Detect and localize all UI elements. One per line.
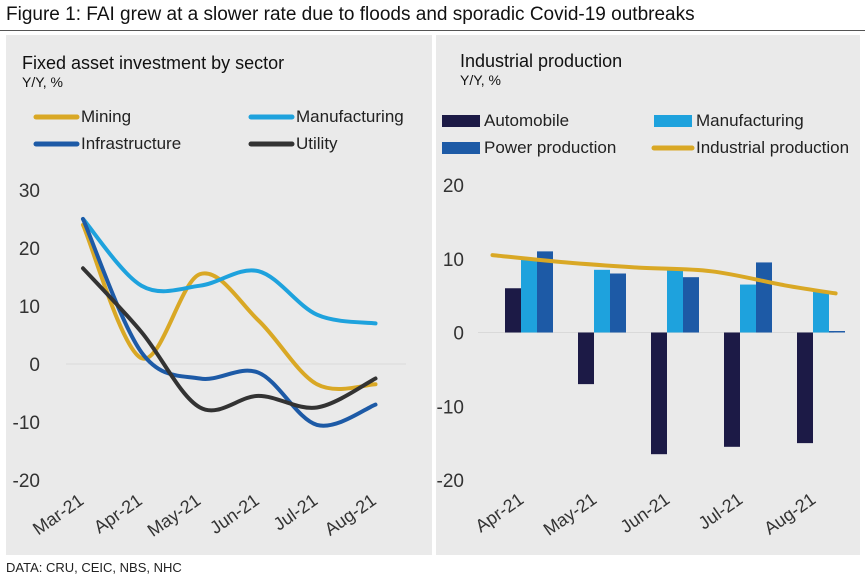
ip-chart-subtitle: Y/Y, % [460, 72, 501, 88]
legend-item-industrial-production: Industrial production [651, 138, 849, 157]
legend-swatch-power-production [442, 142, 480, 154]
bar-automobile [651, 332, 667, 455]
legend-label-infrastructure: Infrastructure [81, 134, 181, 153]
bar-power-production [610, 273, 626, 333]
x-tick-label: Aug-21 [321, 490, 380, 540]
bar-power-production [829, 331, 845, 333]
bar-power-production [537, 251, 553, 333]
x-tick-label: Jul-21 [695, 489, 747, 534]
legend-label-industrial-production: Industrial production [696, 138, 849, 157]
ip-chart-title: Industrial production [460, 51, 622, 71]
bar-manufacturing [594, 269, 610, 333]
legend-label-power-production: Power production [484, 138, 616, 157]
series-line-mining [81, 222, 378, 391]
y-tick-label: 30 [19, 181, 40, 202]
fai-chart-subtitle: Y/Y, % [22, 74, 63, 90]
bar-automobile [578, 332, 594, 385]
bar-automobile [505, 288, 521, 333]
legend-item-power-production: Power production [442, 138, 616, 157]
series-line-utility [81, 266, 378, 413]
bar-power-production [756, 262, 772, 333]
y-tick-label: 0 [29, 355, 40, 376]
bar-manufacturing [521, 258, 537, 333]
x-tick-label: May-21 [144, 490, 205, 541]
bar-automobile [797, 332, 813, 444]
x-tick-label: Apr-21 [472, 489, 528, 536]
fai-chart-panel: Fixed asset investment by sector Y/Y, % Mi… [6, 35, 432, 555]
x-tick-label: Jul-21 [270, 490, 322, 535]
y-tick-label: -10 [13, 413, 40, 434]
legend-item-manufacturing: Manufacturing [248, 107, 404, 126]
series-line-infrastructure [81, 217, 378, 428]
legend-label-automobile: Automobile [484, 111, 569, 130]
y-tick-label: 20 [443, 176, 464, 197]
x-tick-label: May-21 [540, 489, 601, 540]
x-tick-label: Apr-21 [90, 490, 146, 537]
bar-power-production [683, 277, 699, 333]
legend-item-infrastructure: Infrastructure [33, 134, 181, 153]
legend-label-manufacturing: Manufacturing [696, 111, 804, 130]
legend-swatch-automobile [442, 115, 480, 127]
title-divider [0, 30, 865, 31]
y-tick-label: 20 [19, 239, 40, 260]
series-line-manufacturing [81, 217, 378, 326]
legend-item-utility: Utility [248, 134, 338, 153]
bar-automobile [724, 332, 740, 447]
y-tick-label: 0 [453, 324, 464, 345]
x-tick-label: Mar-21 [29, 490, 87, 539]
legend-item-automobile: Automobile [442, 111, 569, 130]
bar-manufacturing [667, 269, 683, 333]
legend-label-mining: Mining [81, 107, 131, 126]
x-tick-label: Aug-21 [760, 489, 819, 539]
fai-chart-title: Fixed asset investment by sector [22, 53, 284, 73]
bar-manufacturing [813, 291, 829, 333]
y-tick-label: -10 [437, 397, 464, 418]
y-tick-label: 10 [19, 297, 40, 318]
ip-chart-panel: Industrial production Y/Y, % Automobile Man… [436, 35, 860, 555]
y-tick-label: -20 [437, 471, 464, 492]
legend-label-manufacturing: Manufacturing [296, 107, 404, 126]
figure-title: Figure 1: FAI grew at a slower rate due … [6, 4, 695, 25]
legend-label-utility: Utility [296, 134, 338, 153]
x-tick-label: Jun-21 [206, 490, 263, 538]
series-line-industrial-production [490, 253, 838, 296]
y-tick-label: 10 [443, 250, 464, 271]
legend-item-mining: Mining [33, 107, 131, 126]
y-tick-label: -20 [13, 471, 40, 492]
x-tick-label: Jun-21 [617, 489, 674, 537]
source-note: DATA: CRU, CEIC, NBS, NHC [6, 560, 182, 575]
legend-swatch-manufacturing [654, 115, 692, 127]
legend-item-manufacturing: Manufacturing [654, 111, 804, 130]
bar-manufacturing [740, 284, 756, 333]
